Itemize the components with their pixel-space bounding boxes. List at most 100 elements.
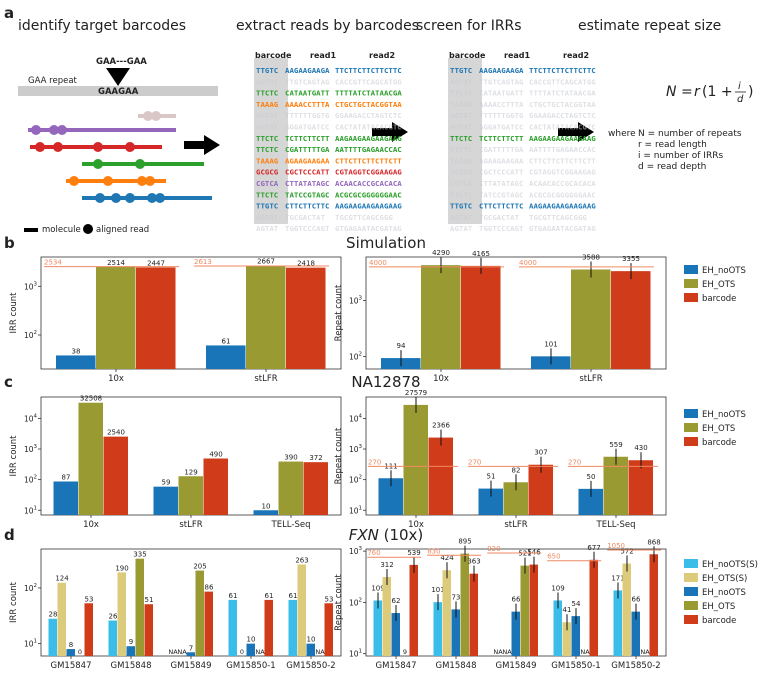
extract-read-row: TTGTC CTTCTTCTTC AAGAAGAAGAAGAAG [256,202,402,211]
read2-seq: TTTTATCTATAACGA [335,89,402,98]
screen-read-row: TTCTC CATAATGATT TTTTATCTATAACGA [450,89,596,98]
read2-seq: GGAAGACCTAGTCTC [529,111,596,120]
bar-value-label: 3355 [622,255,640,263]
truth-label: 1050 [607,542,625,550]
y-tick-label: 101 [24,639,37,649]
aligned-read-dot [93,142,103,152]
x-tick-label: 10x [83,520,99,530]
truth-label: 760 [367,549,380,557]
formula-paren: (1 + [702,84,733,100]
read1-seq: TTTTTTGGTG [479,111,524,120]
bar-value-label: 26 [109,613,118,621]
bar-EH_noOTS [56,355,96,369]
formula-eq: = [681,84,693,100]
molecule-blue [82,193,212,203]
aligned-read-dot [111,193,121,203]
bar-value-label: 171 [611,574,624,582]
read-barcode: AGTAT [256,111,279,120]
read-barcode: AGTAT [256,213,279,222]
read-barcode: TTCTC [256,89,278,98]
read1-seq: AAAACCTTTA [285,100,330,109]
legend-d: EH_noOTS(S) EH_OTS(S) EH_noOTS EH_OTSbarcod… [684,559,758,626]
bar-EH_noOTS [246,643,255,656]
read1-seq: TGCGACTAT [285,213,326,222]
y-tick-label: 102 [349,352,362,362]
bar-EH_noOTS [153,486,178,515]
gaa-repeat-label: GAA repeat [28,76,78,86]
aligned-read-dot [125,193,135,203]
bar-value-label: 539 [407,549,420,557]
truth-label: 830 [427,547,440,555]
bar-value-label: 868 [647,538,660,546]
bar-value-label: 2447 [147,259,165,267]
y-tick-label: 102 [24,583,37,593]
molecule-orange [66,176,166,186]
bar-EH_OTS [78,402,103,515]
extract-read-row: TAAAG AGAAGAAGAA CTTCTTCTTCTTCTT [256,156,402,165]
bar-value-label: 54 [572,600,581,608]
extract-read-row: TTGTC AAGAAGAAGA TTCTTCTTCTTCTTC [256,66,402,75]
bar-EH_noOTS [451,609,460,656]
extract-read-row: AGTAT TGCGACTAT TGCGTTCAGCGGG [256,213,393,222]
read1-seq: TGGTCCCAGT [285,224,330,233]
bar-value-label: NA [315,648,325,656]
bar-value-label: NA [255,648,265,656]
read2-seq: GTGAGAATACGATAG [529,224,596,233]
screen-barcode-column [448,58,482,224]
x-tick-label: 10x [433,374,449,384]
read2-seq: ACGCGCGGGGGGAAC [529,190,596,199]
bar-value-label: 2514 [107,259,125,267]
read-barcode: AGTAT [450,123,473,132]
read1-seq: CATAATGATT [479,89,524,98]
x-tick-label: stLFR [579,374,602,384]
extract-barcode-column [254,58,288,224]
y-axis-label: Repeat count [334,284,344,341]
read-legend-label: aligned read [96,225,149,235]
read2-seq: CTGCTGCTACGGTAA [335,100,402,109]
read2-seq: CACCGTTCAGCATGG [529,77,596,86]
legend-label: EH_noOTS [702,588,746,598]
bar-barcode [324,603,333,656]
screen-header-barcode: barcode [449,51,486,60]
bar-value-label: 82 [512,466,521,474]
bar-EH_OTS(S) [442,570,451,656]
bar-barcode [286,267,326,369]
bar-barcode [136,267,176,369]
read1-seq: AGAAGAAGAA [479,156,524,165]
bar-value-label: 3588 [582,254,600,262]
bar-EH_noOTS [206,345,246,369]
bar-EH_OTS [460,553,469,656]
definition-3: d = read depth [638,162,706,172]
legend-swatch [684,423,698,432]
bar-value-label: 677 [587,544,600,552]
extract-read-row: TTCTC CATAATGATT TTTTATCTATAACGA [256,89,402,98]
read-barcode: GCGCG [450,168,473,177]
aligned-read-dot [93,159,103,169]
panel-c-label: c [4,373,13,391]
read-barcode: TTCTC [256,145,278,154]
truth-label: 2613 [194,258,212,266]
bar-value-label: NA [177,648,187,656]
step-title-1: identify target barcodes [18,18,186,34]
bar-EH_OTS(S) [117,572,126,656]
read2-seq: TGCGTTCAGCGGG [529,213,587,222]
read-barcode: TTCTC [450,145,472,154]
bar-barcode [203,458,228,515]
bar-value-label: 372 [309,454,322,462]
read-barcode: AGTAT [256,123,279,132]
bar-EH_noOTS(S) [373,600,382,656]
bar-barcode [428,437,453,515]
extract-read-row: TTCTC TATCCGTAGC ACGCGCGGGGGGAAC [256,190,402,199]
read-barcode: TAAAG [450,156,473,165]
truth-label: 4000 [519,259,537,267]
bar-EH_noOTS [306,643,315,656]
aligned-read-dot [125,142,135,152]
bar-value-label: 124 [55,575,69,583]
definition-1: r = read length [638,140,707,150]
bar-value-label: 10 [307,636,316,644]
bar-value-label: 7 [189,644,193,652]
read-barcode: CGTCA [256,179,279,188]
bar-value-label: 66 [632,596,641,604]
screen-read-row: TTCTC TCTTCTTCTT AAGAAGAAGAAGAAG [450,134,596,143]
